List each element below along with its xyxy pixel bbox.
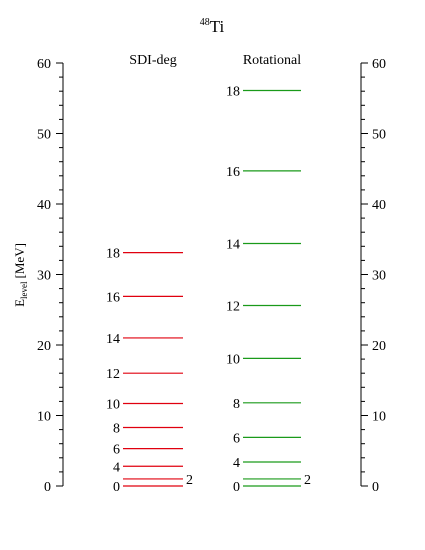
spin-label-10: 10: [226, 352, 240, 367]
title-mass-number: 48: [200, 17, 210, 28]
right-tick-label: 60: [372, 57, 386, 72]
spin-label-16: 16: [106, 290, 120, 305]
spin-label-6: 6: [113, 443, 120, 458]
spin-label-18: 18: [226, 84, 240, 99]
spin-label-14: 14: [226, 237, 240, 252]
right-tick-label: 50: [372, 128, 386, 143]
spin-label-8: 8: [113, 421, 120, 436]
left-tick-label: 60: [37, 57, 51, 72]
spin-label-2: 2: [304, 473, 311, 488]
y-axis-label-unit: [MeV]: [12, 243, 27, 278]
left-y-axis: 0 10 20 30 40 50 60: [37, 57, 64, 495]
y-axis-label-sub: level: [19, 281, 29, 299]
right-tick-label: 10: [372, 410, 386, 425]
left-tick-label: 50: [37, 128, 51, 143]
energy-levels: 0 2 4 6 8 10 12 14 16 18 0 2 4 6 8 10 12 14 16 18: [106, 84, 311, 495]
series-header-rotational: Rotational: [243, 53, 301, 68]
spin-label-0: 0: [113, 480, 120, 495]
y-axis-label-main: E: [12, 299, 27, 307]
level-series-rotational: 0 2 4 6 8 10 12 14 16 18: [226, 84, 311, 495]
left-tick-label: 0: [44, 480, 51, 495]
left-tick-label: 40: [37, 198, 51, 213]
title-element: Ti: [210, 17, 225, 36]
spin-label-4: 4: [233, 456, 240, 471]
spin-label-2: 2: [186, 473, 193, 488]
spin-label-4: 4: [113, 460, 120, 475]
chart-title: 48Ti: [200, 17, 225, 36]
spin-label-14: 14: [106, 332, 120, 347]
spin-label-12: 12: [226, 300, 240, 315]
spin-label-16: 16: [226, 165, 240, 180]
left-tick-label: 20: [37, 339, 51, 354]
series-header-sdi-deg: SDI-deg: [129, 53, 176, 68]
right-tick-label: 20: [372, 339, 386, 354]
spin-label-12: 12: [106, 367, 120, 382]
spin-label-6: 6: [233, 431, 240, 446]
right-tick-label: 40: [372, 198, 386, 213]
spin-label-8: 8: [233, 397, 240, 412]
right-y-axis: 0 10 20 30 40 50 60: [360, 57, 386, 495]
spin-label-0: 0: [233, 480, 240, 495]
right-tick-label: 0: [372, 480, 379, 495]
level-series-sdi-deg: 0 2 4 6 8 10 12 14 16 18: [106, 247, 193, 495]
left-tick-label: 10: [37, 410, 51, 425]
spin-label-18: 18: [106, 247, 120, 262]
y-axis-label: Elevel [MeV]: [12, 243, 29, 307]
left-tick-label: 30: [37, 269, 51, 284]
spin-label-10: 10: [106, 398, 120, 413]
right-tick-label: 30: [372, 269, 386, 284]
